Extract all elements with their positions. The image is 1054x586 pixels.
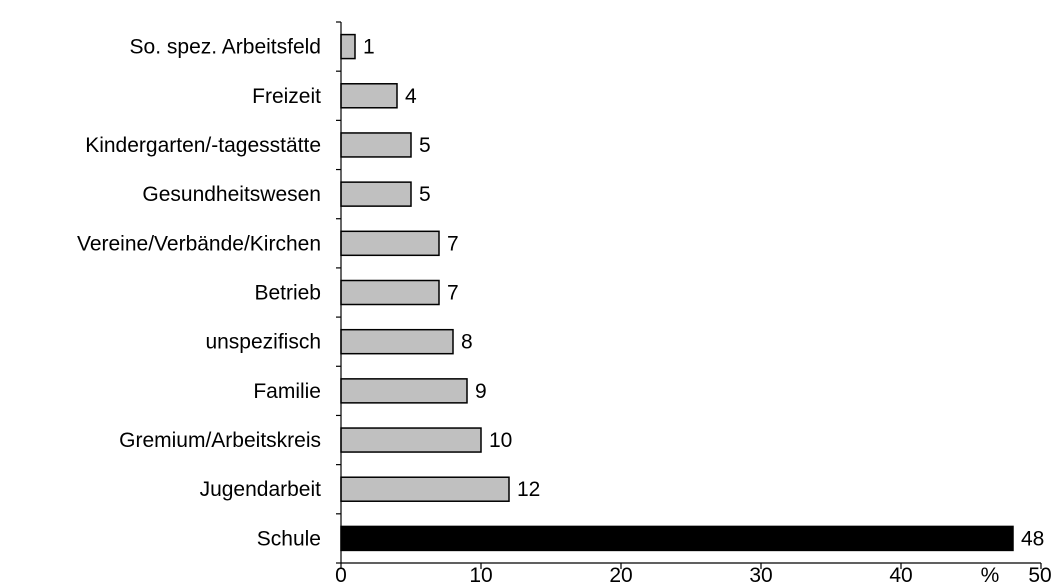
bar-gesundheitswesen	[340, 181, 412, 207]
y-axis-ticks	[336, 21, 341, 564]
bars-group	[340, 33, 1014, 552]
bar-freizeit	[340, 83, 398, 109]
x-tick-label: 10	[469, 564, 492, 586]
category-labels: So. spez. Arbeitsfeld Freizeit Kindergarte…	[77, 36, 321, 551]
value-label-freizeit: 4	[405, 85, 417, 108]
x-unit-label: %	[981, 564, 1000, 586]
value-label-gremium-arbeitskreis: 10	[489, 429, 512, 452]
category-label-so-spez-arbeitsfeld: So. spez. Arbeitsfeld	[130, 36, 321, 59]
bar-betrieb	[340, 279, 440, 306]
bar-kindergarten-tagesstätte	[340, 132, 412, 158]
category-label-jugendarbeit: Jugendarbeit	[200, 478, 322, 501]
bar-so-spez-arbeitsfeld	[340, 33, 356, 60]
x-tick-label: 30	[749, 564, 772, 586]
category-label-schule: Schule	[257, 527, 321, 550]
bar-jugendarbeit	[340, 476, 510, 502]
x-tick-label: 50	[1028, 564, 1051, 586]
value-label-gesundheitswesen: 5	[419, 183, 431, 206]
value-labels: 1 4 5 5 7 7 8 9 10 12 48	[363, 36, 1044, 551]
value-label-vereine-verbände-kirchen: 7	[447, 232, 459, 255]
category-label-freizeit: Freizeit	[252, 85, 321, 108]
category-label-familie: Familie	[253, 380, 321, 403]
bar-unspezifisch	[340, 328, 454, 355]
category-label-gremium-arbeitskreis: Gremium/Arbeitskreis	[119, 429, 321, 452]
value-label-so-spez-arbeitsfeld: 1	[363, 36, 375, 59]
x-tick-label: 40	[889, 564, 912, 586]
x-tick-label: 20	[609, 564, 632, 586]
category-label-unspezifisch: unspezifisch	[205, 331, 321, 354]
value-label-betrieb: 7	[447, 282, 459, 305]
value-label-schule: 48	[1021, 527, 1044, 550]
category-label-kindergarten-tagesstätte: Kindergarten/-tagesstätte	[85, 134, 321, 157]
bar-gremium-arbeitskreis	[340, 427, 482, 453]
category-label-betrieb: Betrieb	[254, 282, 321, 305]
value-label-jugendarbeit: 12	[517, 478, 540, 501]
bar-vereine-verbände-kirchen	[340, 230, 440, 257]
value-label-unspezifisch: 8	[461, 331, 473, 354]
category-label-gesundheitswesen: Gesundheitswesen	[142, 183, 321, 206]
category-label-vereine-verbände-kirchen: Vereine/Verbände/Kirchen	[77, 232, 321, 255]
value-label-kindergarten-tagesstätte: 5	[419, 134, 431, 157]
x-axis-ticks: 0 10 20 30 40 50	[335, 563, 1052, 586]
x-tick-label: 0	[335, 564, 347, 586]
bar-schule	[340, 525, 1014, 552]
value-label-familie: 9	[475, 380, 487, 403]
bar-familie	[340, 378, 468, 404]
